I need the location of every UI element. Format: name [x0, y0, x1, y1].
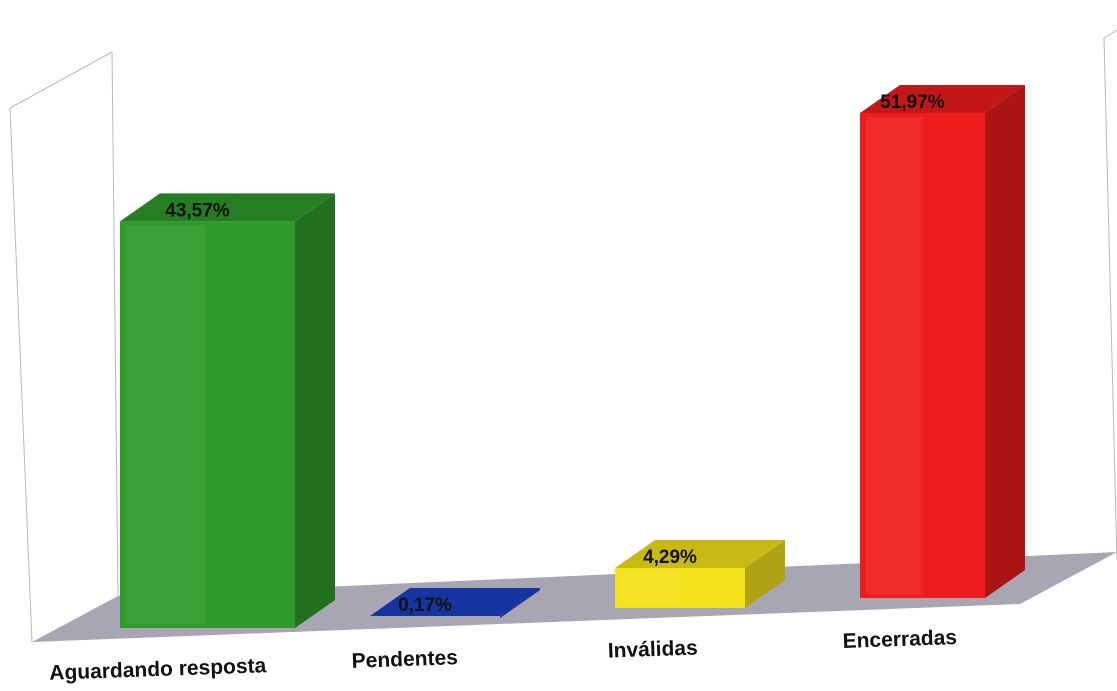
bar-side [295, 193, 335, 628]
bar-pendentes [370, 588, 540, 618]
value-label: 51,97% [880, 92, 945, 113]
bar-top [860, 84, 1025, 113]
bar-aguardando-resposta [120, 193, 335, 628]
bar-side [985, 84, 1025, 599]
value-labels-group: 43,57% 0,17% 4,29% 51,97% [165, 92, 945, 616]
bar-side [500, 588, 540, 618]
bar-top [370, 588, 540, 616]
bars-group [120, 84, 1025, 628]
bar-highlight [621, 571, 680, 604]
chart-walls [9, 29, 1117, 643]
category-label: Encerradas [842, 626, 957, 653]
bar-top [120, 193, 335, 222]
category-label: Aguardando resposta [49, 654, 267, 685]
category-label: Inválidas [607, 636, 698, 662]
right-wall-line [1103, 37, 1117, 561]
bar-highlight [126, 225, 205, 624]
bar-highlight [866, 116, 923, 595]
right-wall-edge [1103, 29, 1117, 39]
bar-inv-lidas [615, 539, 785, 608]
value-label: 4,29% [643, 547, 697, 568]
bar-side [745, 539, 785, 608]
value-label: 43,57% [165, 201, 230, 222]
left-wall [9, 51, 119, 643]
category-label: Pendentes [351, 646, 458, 673]
value-label: 0,17% [398, 595, 452, 616]
bar-encerradas [860, 84, 1025, 599]
bar-top [615, 539, 785, 568]
